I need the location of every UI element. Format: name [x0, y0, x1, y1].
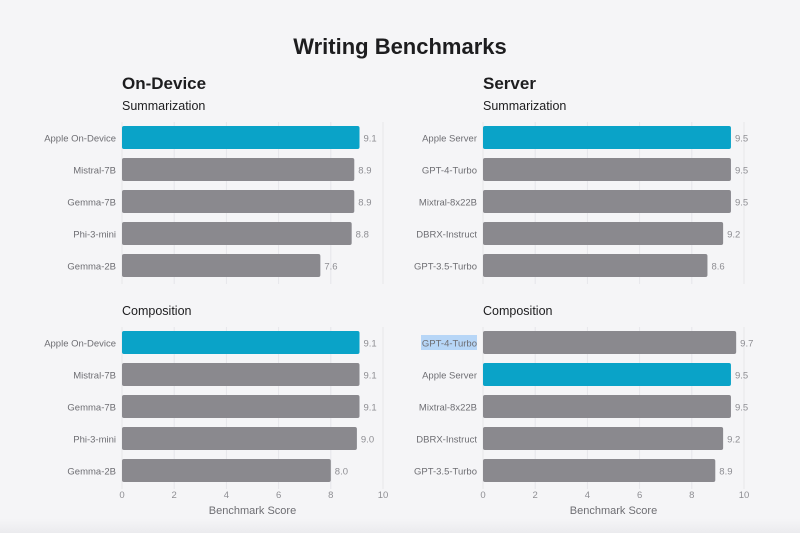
category-label: Gemma-2B [67, 262, 116, 273]
category-label: Apple On-Device [44, 339, 116, 350]
x-tick-label: 4 [585, 490, 590, 501]
value-label: 9.7 [740, 339, 753, 350]
category-label: Mixtral-8x22B [419, 403, 477, 414]
x-tick-label: 10 [378, 490, 389, 501]
x-tick-label: 4 [224, 490, 229, 501]
x-tick-label: 0 [480, 490, 485, 501]
bar [122, 427, 357, 450]
category-label: Mixtral-8x22B [419, 198, 477, 209]
value-label: 9.2 [727, 435, 740, 446]
category-label: Apple Server [422, 371, 477, 382]
value-label: 9.5 [735, 166, 748, 177]
value-label: 9.0 [361, 435, 374, 446]
value-label: 9.1 [364, 403, 377, 414]
bar [483, 222, 724, 245]
category-label: Mistral-7B [73, 166, 116, 177]
bar-highlight [483, 363, 731, 386]
value-label: 9.1 [364, 339, 377, 350]
value-label: 8.6 [711, 262, 724, 273]
value-label: 9.5 [735, 198, 748, 209]
bar [122, 459, 331, 482]
bar-highlight [483, 126, 731, 149]
panel-title-on-device: On-Device [122, 74, 207, 93]
bar-highlight [122, 126, 360, 149]
bar [483, 331, 737, 354]
bar [122, 363, 360, 386]
subtitle-server-summarization: Summarization [483, 99, 567, 113]
category-label: GPT-4-Turbo [422, 166, 477, 177]
x-tick-label: 2 [172, 490, 177, 501]
value-label: 9.5 [735, 371, 748, 382]
category-label: Mistral-7B [73, 371, 116, 382]
subtitle-on-device-summarization: Summarization [122, 99, 206, 113]
value-label: 8.9 [358, 166, 371, 177]
category-label: Phi-3-mini [73, 230, 116, 241]
bar [122, 222, 352, 245]
bar [122, 254, 321, 277]
value-label: 9.1 [364, 371, 377, 382]
bar [122, 158, 355, 181]
value-label: 9.5 [735, 134, 748, 145]
subtitle-server-composition: Composition [483, 304, 553, 318]
x-tick-label: 2 [533, 490, 538, 501]
bar [483, 190, 731, 213]
bar [122, 190, 355, 213]
bar [483, 427, 724, 450]
x-tick-label: 6 [637, 490, 642, 501]
bar [483, 459, 716, 482]
value-label: 8.8 [356, 230, 369, 241]
bar [122, 395, 360, 418]
category-label: Phi-3-mini [73, 435, 116, 446]
value-label: 9.1 [364, 134, 377, 145]
x-tick-label: 10 [739, 490, 750, 501]
x-tick-label: 8 [689, 490, 694, 501]
x-tick-label: 6 [276, 490, 281, 501]
bar [483, 158, 731, 181]
value-label: 8.0 [335, 467, 348, 478]
category-label: GPT-3.5-Turbo [414, 467, 477, 478]
value-label: 9.5 [735, 403, 748, 414]
category-label: DBRX-Instruct [416, 435, 477, 446]
value-label: 8.9 [719, 467, 732, 478]
x-tick-label: 8 [328, 490, 333, 501]
bar [483, 254, 708, 277]
subtitle-on-device-composition: Composition [122, 304, 192, 318]
category-label: GPT-3.5-Turbo [414, 262, 477, 273]
label-selection-highlight [421, 335, 477, 350]
value-label: 7.6 [324, 262, 337, 273]
category-label: Apple Server [422, 134, 477, 145]
value-label: 8.9 [358, 198, 371, 209]
category-label: GPT-4-Turbo [422, 339, 477, 350]
page-title: Writing Benchmarks [293, 34, 507, 59]
value-label: 9.2 [727, 230, 740, 241]
category-label: DBRX-Instruct [416, 230, 477, 241]
category-label: Gemma-7B [67, 198, 116, 209]
x-axis-label: Benchmark Score [570, 505, 657, 517]
x-axis-label: Benchmark Score [209, 505, 296, 517]
bottom-strip [0, 519, 800, 533]
bar-highlight [122, 331, 360, 354]
x-tick-label: 0 [119, 490, 124, 501]
bar [483, 395, 731, 418]
category-label: Gemma-7B [67, 403, 116, 414]
category-label: Gemma-2B [67, 467, 116, 478]
panel-title-server: Server [483, 74, 536, 93]
category-label: Apple On-Device [44, 134, 116, 145]
